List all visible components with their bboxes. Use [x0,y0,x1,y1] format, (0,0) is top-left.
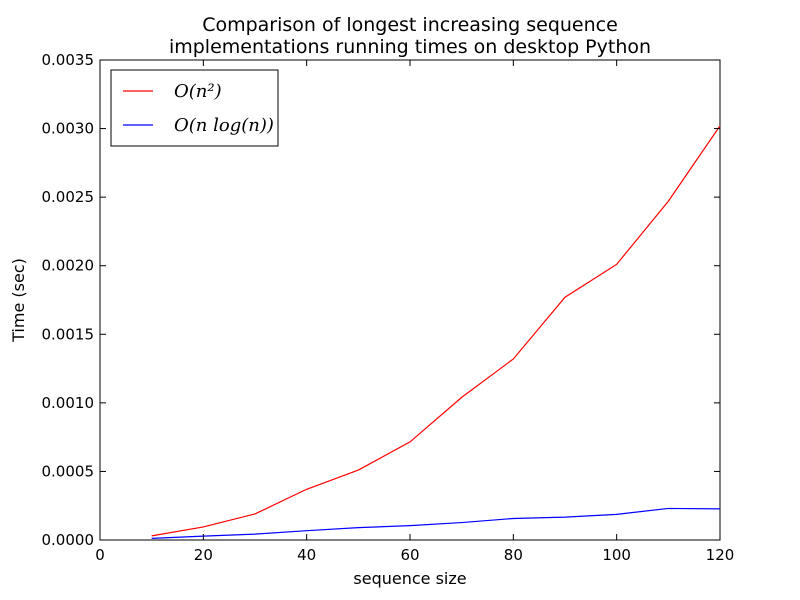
chart-title-line-1: Comparison of longest increasing sequenc… [202,14,618,36]
legend-label-series-1: O(n²) [174,81,222,102]
series-layer [151,125,721,539]
y-tick-label: 0.0035 [42,51,95,69]
x-axis-ticks: 0 20 40 60 80 100 120 [95,60,734,564]
y-tick-label: 0.0010 [42,394,95,412]
legend-label-series-2: O(n log(n)) [174,115,274,136]
series-line-1 [151,125,721,537]
x-axis-label: sequence size [353,569,466,588]
y-axis-label: Time (sec) [9,258,28,343]
y-tick-label: 0.0005 [42,462,95,480]
y-tick-label: 0.0030 [42,120,95,138]
series-line-2 [151,507,721,539]
legend: O(n²) O(n log(n)) [110,69,279,147]
y-tick-label: 0.0020 [42,257,95,275]
y-tick-label: 0.0025 [42,188,95,206]
x-tick-label: 0 [95,546,105,564]
x-tick-label: 120 [706,546,735,564]
y-tick-label: 0.0015 [42,325,95,343]
chart-title-line-2: implementations running times on desktop… [169,36,651,58]
x-tick-label: 60 [400,546,419,564]
legend-box [110,69,279,147]
x-tick-label: 100 [602,546,631,564]
x-tick-label: 80 [504,546,523,564]
y-axis-ticks: 0.0000 0.0005 0.0010 0.0015 0.0020 0.0025 0.00… [42,51,720,549]
x-tick-label: 40 [297,546,316,564]
y-tick-label: 0.0000 [42,531,95,549]
x-tick-label: 20 [194,546,213,564]
